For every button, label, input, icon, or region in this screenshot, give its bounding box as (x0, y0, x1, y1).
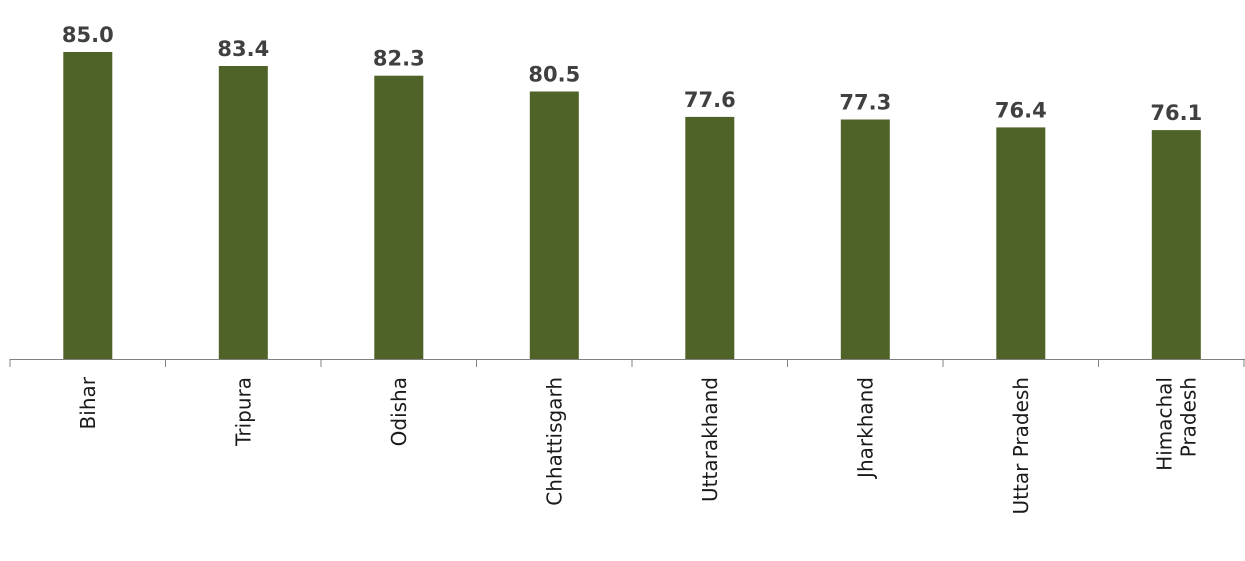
bar-value-label: 76.1 (1150, 101, 1202, 125)
bar-5 (840, 119, 890, 359)
bar-value-label: 76.4 (995, 98, 1047, 122)
category-label: Jharkhand (853, 377, 877, 480)
bar-0 (63, 52, 113, 359)
bar-4 (685, 116, 735, 360)
category-label: Odisha (387, 377, 411, 446)
category-labels-group: Bihar Tripura Odisha Chhattisgarh Uttarakhan… (76, 376, 1201, 514)
category-label-line: Odisha (387, 377, 411, 446)
category-label: Tripura (231, 377, 255, 447)
bar-7 (1151, 130, 1201, 359)
category-label-line: Uttar Pradesh (1009, 377, 1033, 514)
category-label: HimachalPradesh (1152, 377, 1200, 471)
bar-value-label: 85.0 (62, 23, 114, 47)
category-label-line: Bihar (76, 376, 100, 429)
bar-value-label: 80.5 (528, 63, 580, 87)
bar-3 (529, 91, 579, 359)
bars-group (63, 52, 1201, 360)
bar-value-label: 83.4 (217, 37, 269, 61)
category-label-line: Uttarakhand (698, 377, 722, 502)
value-labels-group: 85.0 83.4 82.3 80.5 77.6 77.3 76.4 76.1 (62, 23, 1202, 125)
category-label: Bihar (76, 376, 100, 429)
category-label-line: Chhattisgarh (542, 377, 566, 506)
category-label: Chhattisgarh (542, 377, 566, 506)
bar-1 (218, 66, 268, 359)
bar-2 (374, 75, 424, 359)
bar-value-label: 82.3 (373, 47, 425, 71)
category-label-line: Himachal (1152, 377, 1176, 471)
x-axis (9, 359, 1245, 367)
category-label-line: Pradesh (1176, 377, 1200, 457)
category-label-line: Jharkhand (853, 377, 877, 480)
bar-value-label: 77.3 (839, 91, 891, 115)
bar-6 (996, 127, 1046, 360)
category-label-line: Tripura (231, 377, 255, 447)
category-label: Uttarakhand (698, 377, 722, 502)
category-label: Uttar Pradesh (1009, 377, 1033, 514)
bar-value-label: 77.6 (684, 88, 736, 112)
